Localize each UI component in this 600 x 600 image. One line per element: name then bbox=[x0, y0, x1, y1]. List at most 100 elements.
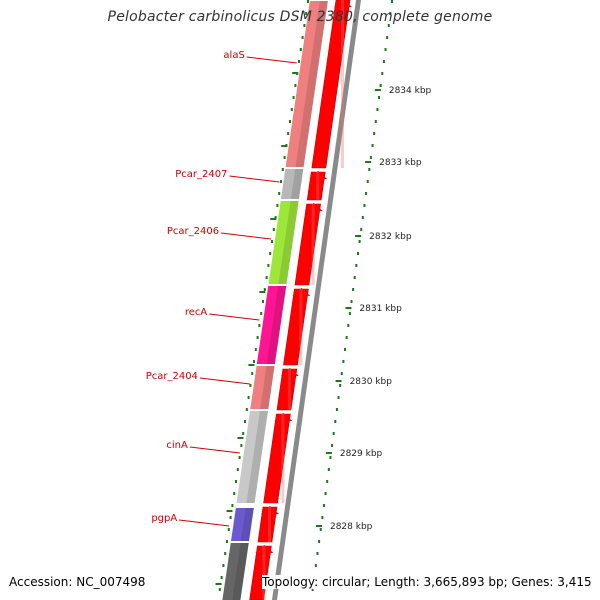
cds-arrow-head bbox=[334, 0, 352, 7]
minor-tick bbox=[235, 480, 237, 483]
minor-tick bbox=[224, 552, 227, 555]
minor-tick bbox=[301, 36, 304, 39]
gene-leader-line bbox=[229, 175, 280, 183]
cds-arrow-head bbox=[304, 203, 323, 211]
cds-highlight bbox=[341, 0, 344, 168]
minor-tick bbox=[327, 468, 330, 471]
cds-arrow-head bbox=[260, 506, 279, 514]
gene-block bbox=[230, 507, 254, 542]
minor-tick bbox=[324, 492, 327, 495]
minor-tick bbox=[318, 540, 321, 543]
minor-tick bbox=[278, 192, 281, 195]
accession-text: Accession: NC_007498 bbox=[9, 575, 146, 589]
minor-tick bbox=[348, 312, 351, 315]
gene-label-layer: alaS Pcar_2407 Pcar_2406 recA Pcar_2404 cinA p… bbox=[146, 50, 297, 527]
cds-arrow bbox=[263, 413, 291, 504]
minor-tick bbox=[251, 372, 254, 375]
gene-block bbox=[268, 200, 299, 285]
minor-tick bbox=[319, 528, 322, 531]
gene-shade bbox=[295, 0, 328, 168]
cds-arrow bbox=[257, 506, 278, 543]
cds-arrow bbox=[249, 545, 272, 600]
minor-tick bbox=[307, 0, 309, 3]
forward-strand-layer bbox=[249, 0, 352, 600]
cds-arrow bbox=[283, 288, 309, 366]
minor-tick bbox=[222, 564, 225, 567]
minor-tick bbox=[353, 276, 356, 279]
minor-tick bbox=[332, 432, 335, 435]
minor-tick bbox=[345, 336, 348, 339]
gene-leader-line bbox=[209, 313, 260, 321]
major-tick bbox=[281, 145, 288, 147]
ruler-label: 2830 kbp bbox=[350, 377, 393, 387]
minor-tick bbox=[369, 156, 372, 159]
minor-tick bbox=[276, 204, 279, 207]
minor-tick bbox=[242, 432, 245, 435]
minor-tick bbox=[231, 504, 234, 507]
cds-arrow-head bbox=[309, 171, 328, 179]
ruler-label: 2828 kbp bbox=[330, 522, 373, 532]
minor-tick bbox=[374, 120, 377, 123]
cds-arrow bbox=[311, 0, 351, 169]
gene-shade bbox=[232, 542, 249, 600]
minor-tick bbox=[271, 240, 273, 243]
minor-tick bbox=[287, 132, 290, 135]
minor-tick bbox=[365, 192, 368, 195]
gene-leader-line bbox=[199, 377, 250, 385]
minor-tick bbox=[240, 444, 243, 447]
minor-tick bbox=[337, 396, 340, 399]
minor-tick bbox=[311, 588, 314, 591]
cds-highlight bbox=[316, 172, 320, 200]
minor-tick bbox=[344, 348, 347, 351]
minor-tick bbox=[245, 408, 248, 411]
gene-label: Pcar_2406 bbox=[167, 226, 219, 237]
minor-tick bbox=[350, 300, 353, 303]
ruler-label: 2832 kbp bbox=[369, 232, 412, 242]
minor-tick bbox=[314, 564, 317, 567]
gene-label: cinA bbox=[166, 440, 188, 451]
tick-layer bbox=[215, 0, 393, 591]
major-tick bbox=[237, 437, 244, 439]
gene-block bbox=[222, 542, 249, 600]
minor-tick bbox=[226, 540, 228, 543]
major-tick bbox=[259, 291, 266, 293]
ruler-major-tick bbox=[365, 161, 372, 163]
minor-tick bbox=[238, 456, 241, 459]
minor-tick bbox=[305, 12, 308, 15]
gene-label: alaS bbox=[223, 50, 244, 61]
cds-highlight bbox=[267, 507, 271, 542]
ruler-major-tick bbox=[335, 380, 342, 382]
minor-tick bbox=[347, 324, 350, 327]
minor-tick bbox=[342, 360, 345, 363]
minor-tick bbox=[294, 84, 297, 87]
cds-arrow-head bbox=[255, 545, 274, 553]
ruler-label: 2831 kbp bbox=[359, 304, 402, 314]
ruler-label: 2834 kbp bbox=[389, 86, 432, 96]
minor-tick bbox=[244, 420, 246, 423]
minor-tick bbox=[227, 528, 230, 531]
minor-tick bbox=[366, 180, 369, 183]
minor-tick bbox=[371, 144, 374, 147]
minor-tick bbox=[299, 48, 302, 51]
minor-tick bbox=[378, 96, 381, 99]
minor-tick bbox=[363, 204, 366, 207]
minor-tick bbox=[382, 60, 385, 63]
gene-shade bbox=[240, 507, 254, 542]
minor-tick bbox=[389, 12, 392, 15]
minor-tick bbox=[361, 216, 364, 219]
minor-tick bbox=[290, 108, 293, 111]
minor-tick bbox=[340, 372, 343, 375]
minor-tick bbox=[256, 336, 259, 339]
minor-tick bbox=[355, 264, 358, 267]
cds-highlight bbox=[262, 546, 266, 600]
minor-tick bbox=[263, 288, 266, 291]
minor-tick bbox=[236, 468, 239, 471]
backbone-line bbox=[272, 0, 361, 600]
minor-tick bbox=[280, 180, 282, 183]
minor-tick bbox=[269, 252, 272, 255]
gene-block bbox=[250, 365, 275, 410]
cds-highlight bbox=[311, 204, 315, 285]
gene-label: recA bbox=[185, 307, 208, 318]
minor-tick bbox=[274, 216, 277, 219]
ruler-label: 2833 kbp bbox=[379, 158, 422, 168]
